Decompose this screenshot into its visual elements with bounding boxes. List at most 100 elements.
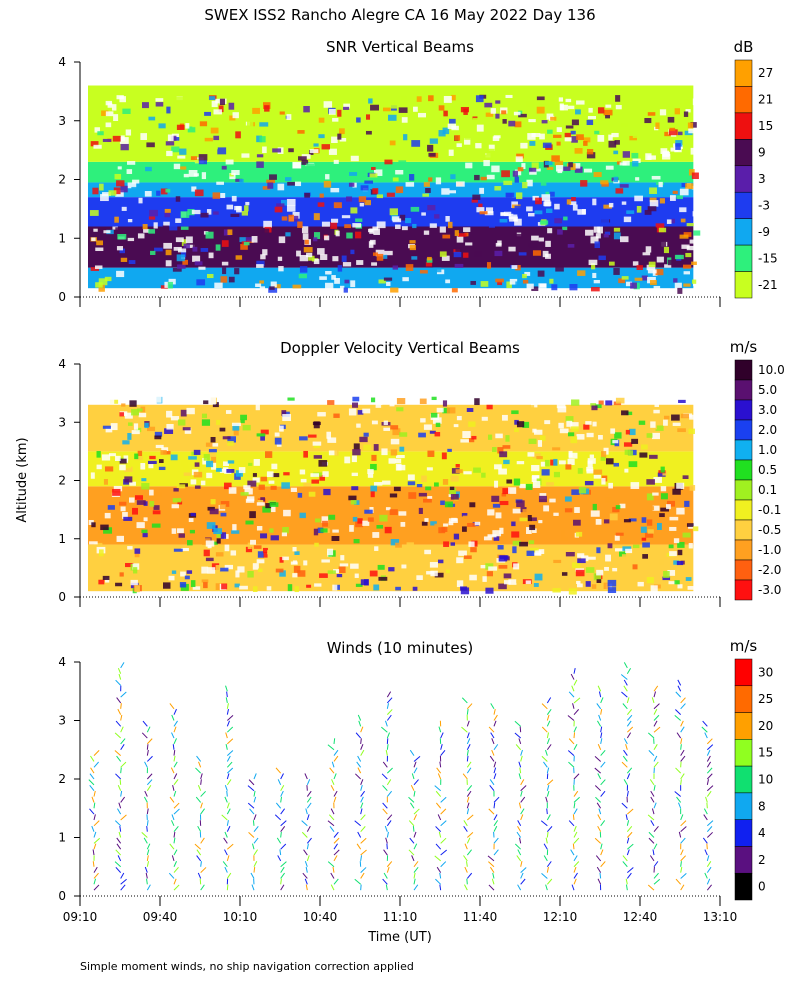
field-texture-cell: [531, 133, 541, 138]
field-texture-cell: [683, 271, 690, 275]
field-texture-cell: [213, 211, 219, 215]
field-texture-cell: [502, 119, 507, 124]
wind-barb: [196, 855, 202, 862]
field-texture-cell: [672, 190, 678, 194]
field-texture-cell: [468, 438, 475, 443]
field-texture-cell: [327, 400, 335, 405]
field-texture-cell: [526, 527, 532, 534]
field-texture-cell: [541, 469, 550, 476]
field-texture-cell: [90, 267, 100, 271]
field-texture-cell: [543, 505, 550, 512]
field-texture-cell: [125, 129, 132, 136]
field-texture-cell: [306, 252, 313, 258]
field-texture-cell: [269, 286, 275, 290]
field-texture-cell: [503, 580, 511, 585]
field-texture-cell: [223, 461, 229, 467]
wind-barb: [518, 738, 522, 745]
field-texture-cell: [621, 276, 629, 280]
colorbar-label: -1.0: [758, 543, 781, 557]
wind-barb: [330, 784, 335, 791]
field-texture-cell: [668, 544, 674, 549]
field-texture-cell: [653, 409, 660, 414]
field-texture-cell: [687, 122, 694, 129]
field-texture-cell: [98, 579, 105, 585]
wind-barb: [306, 814, 310, 821]
wind-barb: [116, 837, 122, 844]
field-texture-cell: [591, 584, 597, 589]
wind-barb: [93, 761, 99, 768]
field-texture-cell: [608, 482, 613, 489]
field-texture-cell: [213, 528, 223, 535]
field-texture-cell: [525, 483, 533, 490]
wind-barb: [466, 878, 468, 885]
field-texture-cell: [256, 154, 264, 158]
field-texture-cell: [438, 105, 445, 111]
field-texture-cell: [212, 541, 218, 545]
field-texture-cell: [390, 438, 400, 445]
field-texture-cell: [626, 411, 633, 416]
wind-barb: [331, 761, 335, 768]
field-texture-cell: [370, 491, 375, 498]
field-texture-cell: [642, 252, 651, 256]
field-texture-cell: [245, 498, 255, 503]
field-texture-cell: [409, 244, 416, 251]
wind-barb: [625, 744, 628, 750]
wind-barb: [493, 837, 499, 844]
y-tick-label: 4: [58, 655, 66, 669]
field-texture-cell: [230, 550, 237, 556]
field-texture-cell: [522, 421, 530, 428]
wind-barb: [573, 796, 580, 803]
wind-barb: [568, 738, 575, 745]
field-texture-cell: [244, 488, 253, 495]
y-tick-label: 3: [58, 415, 66, 429]
field-texture-cell: [436, 407, 444, 413]
field-texture-cell: [647, 529, 654, 534]
wind-barb: [463, 820, 468, 827]
field-texture-cell: [240, 414, 248, 421]
field-texture-cell: [388, 567, 395, 572]
wind-barb: [488, 726, 495, 733]
field-texture-cell: [588, 107, 593, 113]
field-texture-cell: [321, 559, 330, 563]
wind-barb: [546, 732, 550, 739]
wind-barb: [141, 732, 148, 739]
field-texture-cell: [686, 223, 694, 227]
field-texture-cell: [611, 132, 619, 138]
field-texture-cell: [576, 583, 583, 588]
wind-barb: [280, 784, 285, 791]
field-texture-cell: [671, 414, 680, 421]
field-texture-cell: [372, 119, 377, 125]
field-texture-cell: [187, 126, 196, 133]
colorbar-swatch: [734, 139, 753, 167]
field-texture-cell: [190, 156, 198, 161]
field-texture-cell: [570, 422, 579, 429]
wind-barb: [146, 785, 152, 791]
field-texture-cell: [123, 466, 133, 472]
field-texture-cell: [232, 423, 240, 431]
wind-barb: [226, 761, 233, 768]
wind-barb: [170, 767, 175, 774]
wind-barb: [197, 825, 202, 832]
field-texture-cell: [266, 471, 274, 478]
field-texture-cell: [389, 493, 398, 498]
field-texture-cell: [512, 540, 522, 546]
field-texture-cell: [167, 281, 173, 289]
field-texture-cell: [332, 584, 338, 591]
field-texture-cell: [165, 260, 172, 267]
wind-barb: [648, 750, 655, 756]
footnote: Simple moment winds, no ship navigation …: [80, 960, 414, 973]
field-texture-cell: [380, 405, 389, 411]
field-texture-cell: [194, 261, 203, 266]
wind-barb: [466, 732, 470, 739]
field-texture-cell: [184, 427, 192, 434]
field-texture-cell: [456, 143, 462, 148]
field-texture-cell: [676, 560, 684, 566]
wind-barb: [386, 697, 393, 704]
field-texture-cell: [690, 122, 697, 128]
field-texture-cell: [131, 409, 139, 416]
field-texture-cell: [580, 180, 588, 187]
field-texture-cell: [659, 513, 665, 518]
wind-barb: [120, 662, 125, 669]
field-texture-cell: [562, 226, 568, 231]
